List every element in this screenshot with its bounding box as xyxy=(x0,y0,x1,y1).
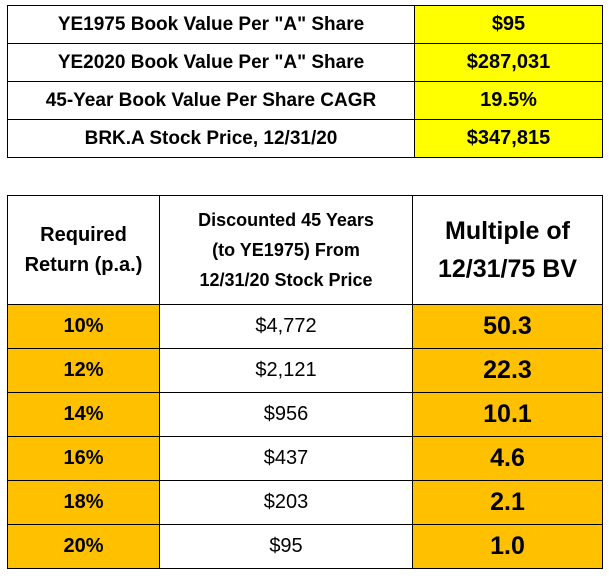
table-row: 10% $4,772 50.3 xyxy=(7,304,603,349)
rate-cell: 14% xyxy=(7,392,160,437)
summary-label: YE1975 Book Value Per "A" Share xyxy=(7,5,415,44)
header-required-return: Required Return (p.a.) xyxy=(7,195,160,305)
header-line: Required xyxy=(40,224,127,246)
required-return-table: Required Return (p.a.) Discounted 45 Yea… xyxy=(7,195,603,569)
header-line: Multiple of xyxy=(445,217,570,245)
summary-row: YE2020 Book Value Per "A" Share $287,031 xyxy=(7,43,603,82)
discounted-cell: $4,772 xyxy=(159,304,413,349)
summary-label: YE2020 Book Value Per "A" Share xyxy=(7,43,415,82)
multiple-cell: 22.3 xyxy=(412,348,603,393)
header-line: 12/31/75 BV xyxy=(438,255,577,283)
multiple-cell: 10.1 xyxy=(412,392,603,437)
discounted-cell: $203 xyxy=(159,480,413,525)
summary-label: 45-Year Book Value Per Share CAGR xyxy=(7,81,415,120)
rate-cell: 12% xyxy=(7,348,160,393)
rate-cell: 10% xyxy=(7,304,160,349)
rate-cell: 18% xyxy=(7,480,160,525)
discounted-cell: $95 xyxy=(159,524,413,569)
header-line: 12/31/20 Stock Price xyxy=(199,270,373,290)
discounted-cell: $2,121 xyxy=(159,348,413,393)
table-row: 14% $956 10.1 xyxy=(7,392,603,437)
summary-label: BRK.A Stock Price, 12/31/20 xyxy=(7,119,415,158)
table-row: 20% $95 1.0 xyxy=(7,524,603,569)
table-row: 12% $2,121 22.3 xyxy=(7,348,603,393)
multiple-cell: 4.6 xyxy=(412,436,603,481)
discounted-cell: $956 xyxy=(159,392,413,437)
header-multiple-of-bv: Multiple of 12/31/75 BV xyxy=(412,195,603,305)
table-row: 18% $203 2.1 xyxy=(7,480,603,525)
rate-cell: 20% xyxy=(7,524,160,569)
summary-value: 19.5% xyxy=(414,81,603,120)
book-value-summary-table: YE1975 Book Value Per "A" Share $95 YE20… xyxy=(7,5,603,158)
multiple-cell: 50.3 xyxy=(412,304,603,349)
multiple-cell: 2.1 xyxy=(412,480,603,525)
header-discounted-price: Discounted 45 Years (to YE1975) From 12/… xyxy=(159,195,413,305)
summary-row: 45-Year Book Value Per Share CAGR 19.5% xyxy=(7,81,603,120)
table-header-row: Required Return (p.a.) Discounted 45 Yea… xyxy=(7,195,603,305)
table-row: 16% $437 4.6 xyxy=(7,436,603,481)
summary-row: YE1975 Book Value Per "A" Share $95 xyxy=(7,5,603,44)
discounted-cell: $437 xyxy=(159,436,413,481)
summary-value: $95 xyxy=(414,5,603,44)
summary-row: BRK.A Stock Price, 12/31/20 $347,815 xyxy=(7,119,603,158)
summary-value: $347,815 xyxy=(414,119,603,158)
header-line: Return (p.a.) xyxy=(24,254,143,276)
rate-cell: 16% xyxy=(7,436,160,481)
header-line: Discounted 45 Years xyxy=(198,210,374,230)
multiple-cell: 1.0 xyxy=(412,524,603,569)
summary-value: $287,031 xyxy=(414,43,603,82)
header-line: (to YE1975) From xyxy=(212,240,360,260)
